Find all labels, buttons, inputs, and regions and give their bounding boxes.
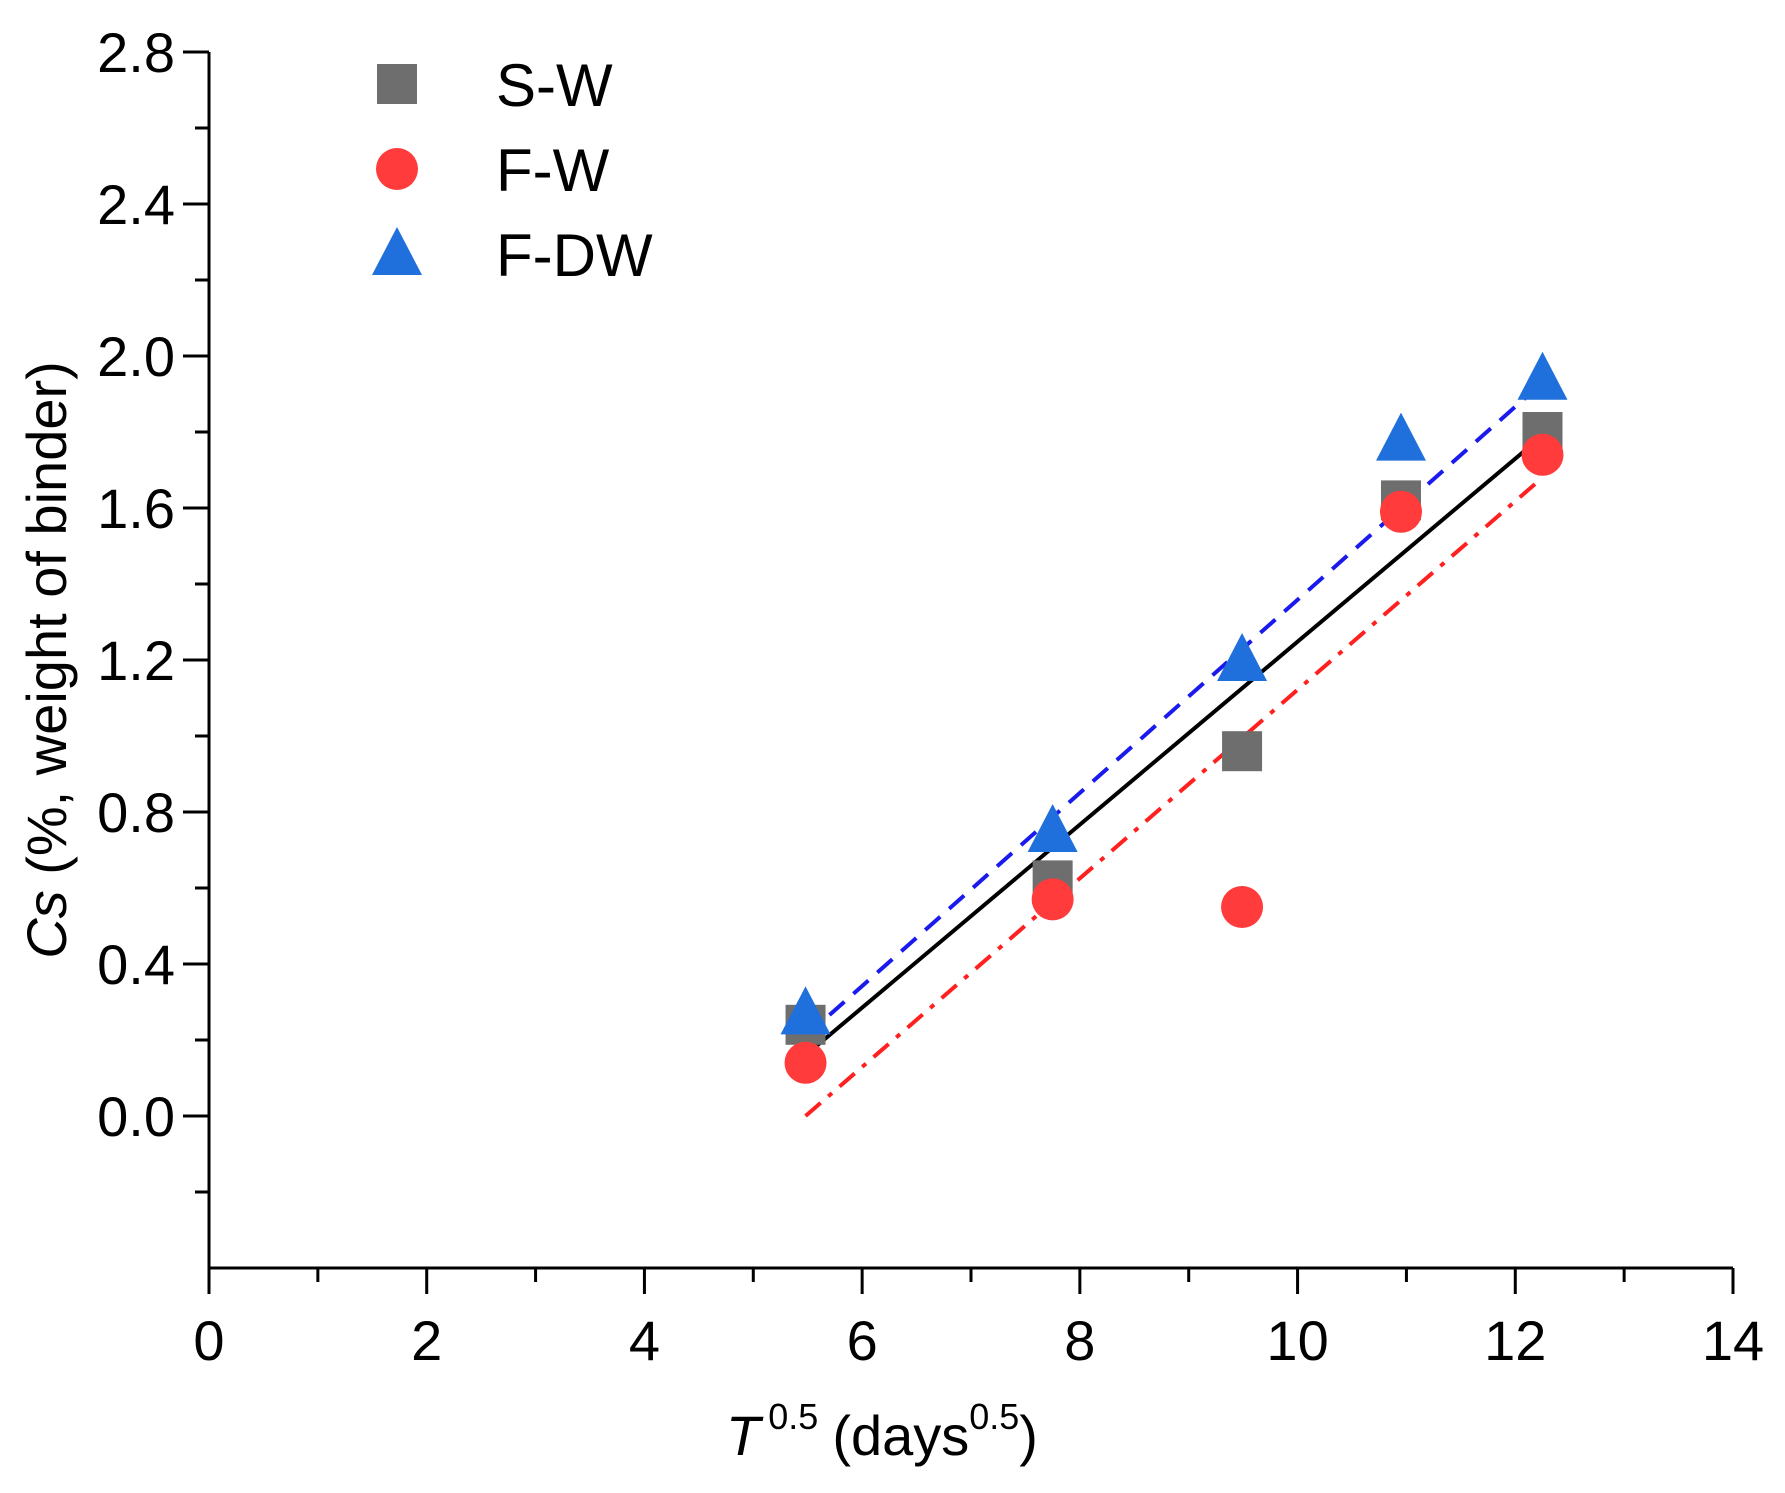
y-tick-label: 1.2	[97, 629, 175, 692]
y-axis-title-rest: (%, weight of binder)	[15, 361, 78, 890]
y-tick-label: 0.8	[97, 781, 175, 844]
data-point-f-w	[784, 1041, 827, 1084]
y-axis-title-main: Cs	[15, 890, 78, 958]
data-point-f-dw	[780, 986, 831, 1035]
legend: S-W F-W F-DW	[372, 52, 653, 289]
data-point-f-w	[1221, 886, 1264, 928]
y-tick-label: 0.4	[97, 933, 175, 996]
data-point-f-w	[1521, 433, 1564, 476]
data-point-s-w	[1222, 731, 1263, 772]
x-axis-title-unit: (days	[832, 1404, 969, 1467]
x-axis-title-exp: 0.5	[768, 1396, 818, 1437]
data-point-f-w	[1031, 878, 1074, 921]
legend-marker-f-w	[376, 148, 418, 190]
y-tick-label: 2.8	[97, 21, 175, 84]
legend-marker-s-w	[377, 64, 417, 104]
legend-label: F-DW	[496, 222, 653, 289]
x-tick-label: 14	[1702, 1309, 1764, 1372]
legend-label: S-W	[496, 52, 613, 119]
legend-label: F-W	[496, 137, 610, 204]
legend-marker-f-dw	[372, 227, 422, 275]
fit-line-f-w	[804, 476, 1544, 1118]
x-axis-title-unit-exp: 0.5	[969, 1396, 1019, 1437]
x-tick-label: 2	[411, 1309, 442, 1372]
x-tick-label: 0	[193, 1309, 224, 1372]
fit-line-s-w	[804, 434, 1544, 1057]
x-axis-title-close: )	[1019, 1404, 1038, 1467]
axes: 0 2 4 6 8 10 12 14 0.0 0.4 0.8 1.2 1.6 2.0 2.4 2.8	[97, 21, 1764, 1372]
y-tick-label: 0.0	[97, 1085, 175, 1148]
x-tick-label: 10	[1266, 1309, 1328, 1372]
y-tick-label: 2.4	[97, 173, 175, 236]
data-point-f-dw	[1517, 351, 1568, 400]
fit-line-f-dw	[804, 381, 1544, 1038]
data-point-f-dw	[1027, 804, 1078, 852]
data-point-f-dw	[1217, 633, 1268, 681]
x-tick-label: 8	[1064, 1309, 1095, 1372]
data-point-f-dw	[1375, 412, 1426, 461]
x-axis-title-main: T	[726, 1404, 764, 1467]
fit-lines	[804, 381, 1544, 1118]
y-axis-title: Cs (%, weight of binder)	[15, 361, 78, 959]
data-point-f-w	[1379, 490, 1422, 533]
x-tick-label: 12	[1484, 1309, 1546, 1372]
y-tick-label: 2.0	[97, 325, 175, 388]
x-tick-label: 6	[847, 1309, 878, 1372]
y-tick-label: 1.6	[97, 477, 175, 540]
x-tick-label: 4	[629, 1309, 660, 1372]
data-markers	[780, 351, 1568, 1084]
x-axis-title: T 0.5 (days0.5)	[726, 1396, 1038, 1467]
